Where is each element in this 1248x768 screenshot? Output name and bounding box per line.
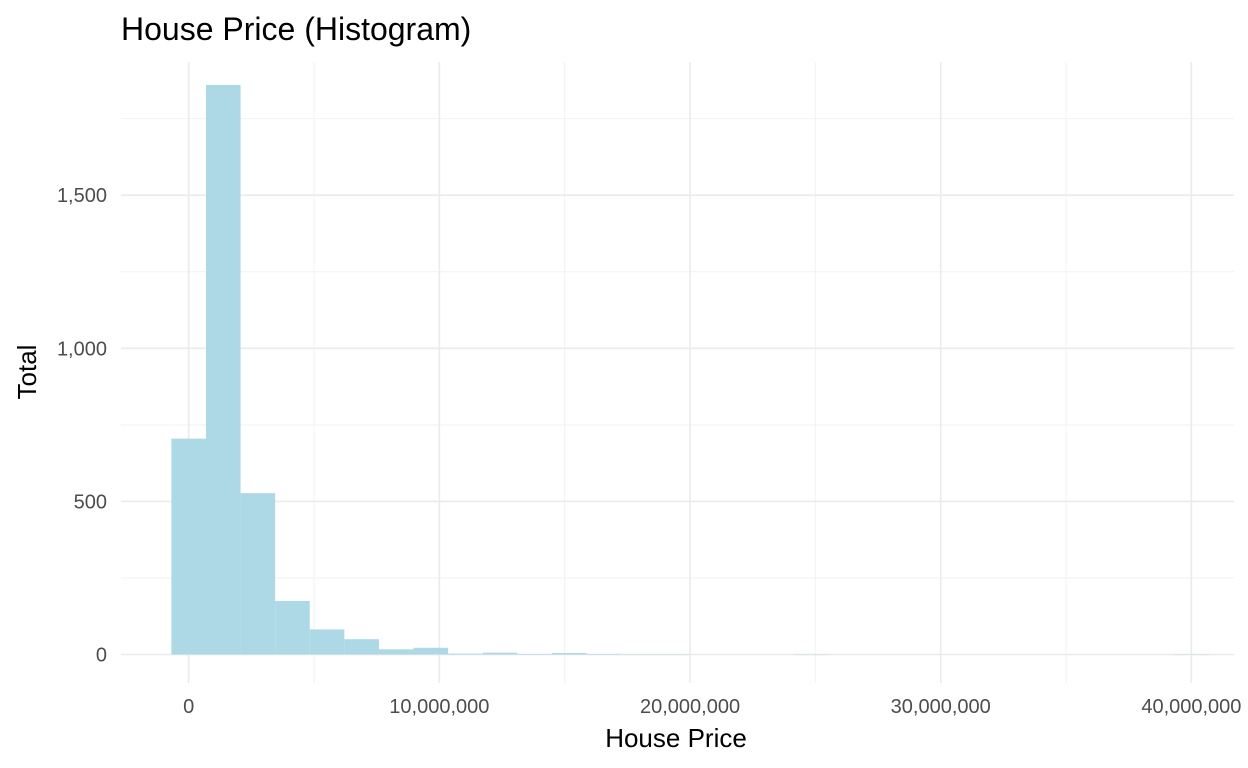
x-axis-title: House Price — [605, 723, 747, 753]
y-tick-label: 1,500 — [57, 185, 107, 207]
y-tick-label: 500 — [74, 491, 107, 513]
histogram-bar — [171, 438, 206, 655]
histogram-bar — [413, 647, 449, 655]
x-axis-tick-labels: 0 10,000,000 20,000,000 30,000,000 40,000,00… — [183, 696, 1241, 718]
histogram-bar — [275, 600, 310, 655]
histogram-bar — [240, 493, 276, 655]
y-axis-title: Total — [12, 345, 42, 400]
chart-title: House Price (Histogram) — [121, 11, 471, 47]
x-tick-label: 20,000,000 — [640, 696, 740, 718]
x-tick-label: 30,000,000 — [891, 696, 991, 718]
y-axis-tick-labels: 0 500 1,000 1,500 — [57, 185, 107, 666]
histogram-bar — [344, 639, 379, 655]
histogram-bars — [171, 84, 1210, 655]
x-tick-label: 10,000,000 — [389, 696, 489, 718]
x-tick-label: 0 — [183, 696, 194, 718]
histogram-bar — [448, 653, 483, 655]
histogram-bar — [586, 653, 622, 655]
histogram-bar — [551, 652, 587, 655]
major-gridlines — [121, 62, 1234, 683]
histogram-bar — [482, 652, 518, 655]
x-tick-label: 40,000,000 — [1141, 696, 1241, 718]
histogram-bar — [378, 649, 414, 655]
minor-gridlines — [121, 62, 1234, 683]
histogram-bar — [205, 84, 241, 655]
histogram-bar — [309, 629, 345, 655]
y-tick-label: 1,000 — [57, 338, 107, 360]
histogram-bar — [517, 653, 552, 655]
y-tick-label: 0 — [96, 645, 107, 667]
